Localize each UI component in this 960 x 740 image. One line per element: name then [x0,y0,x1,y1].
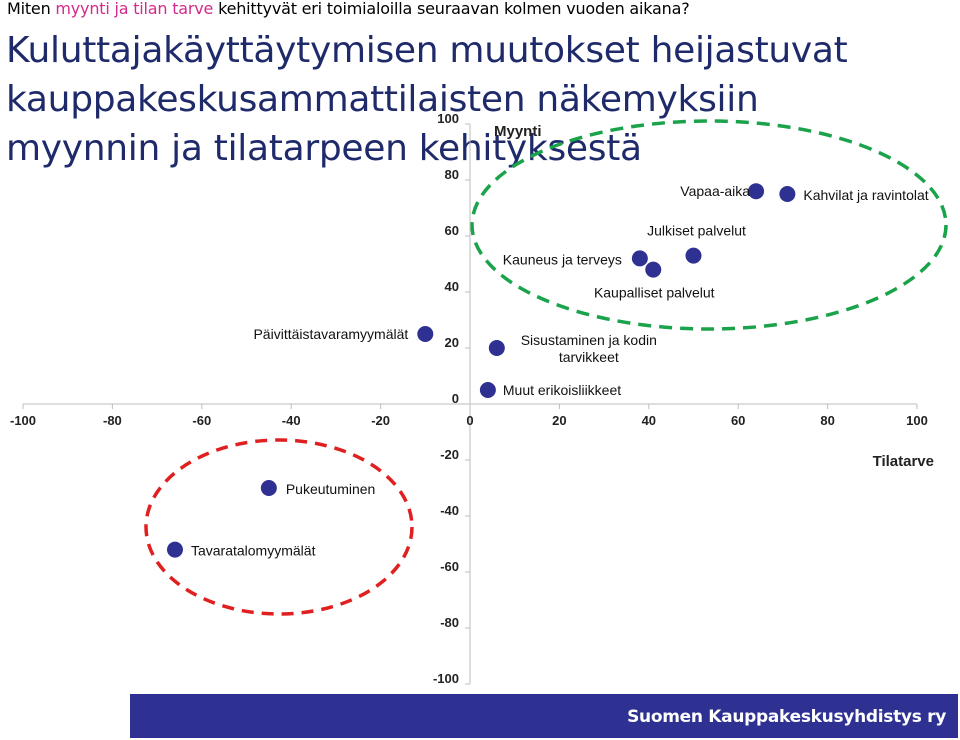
x-tick-label: -20 [371,413,390,428]
y-tick-label: -40 [440,503,459,518]
x-tick-label: -100 [10,413,36,428]
x-tick-label: 20 [552,413,566,428]
x-tick-label: 80 [820,413,834,428]
question-suffix: kehittyvät eri toimialoilla seuraavan ko… [213,0,690,18]
data-point-label: Kahvilat ja ravintolat [803,187,928,203]
footer-bar: Suomen Kauppakeskusyhdistys ry [130,694,958,738]
y-tick-label: 100 [437,111,459,126]
y-tick-label: -100 [433,671,459,686]
y-tick-label: -20 [440,447,459,462]
data-point [166,541,183,558]
question-prefix: Miten [7,0,56,18]
data-point [631,250,648,267]
data-point-label: Muut erikoisliikkeet [503,382,621,398]
question-text: Miten myynti ja tilan tarve kehittyvät e… [7,0,690,18]
y-tick-label: -60 [440,559,459,574]
data-point-label: Tavaratalomyymälät [191,543,316,559]
question-highlight: myynti ja tilan tarve [55,0,214,18]
x-axis-title: Tilatarve [873,453,934,470]
y-tick-label: 20 [445,335,459,350]
growth-group-ellipse [470,119,948,331]
x-tick-label: 40 [642,413,656,428]
data-point-label: Kauneus ja terveys [503,251,622,267]
decline-group-ellipse [144,438,414,616]
data-point-label: Vapaa-aika [680,183,750,199]
x-tick-label: -40 [282,413,301,428]
data-point-label: Päivittäistavaramyymälät [253,326,408,342]
x-tick-label: 100 [906,413,928,428]
y-tick-label: 40 [445,279,459,294]
x-tick-label: 0 [466,413,473,428]
y-tick-label: 0 [452,391,459,406]
data-point [479,382,496,398]
y-axis-title: Myynti [494,123,542,140]
data-point [417,326,434,342]
data-point [488,340,505,356]
data-point-label: Kaupalliset palvelut [594,285,715,301]
data-point [748,183,765,200]
data-point [260,480,277,496]
data-point [685,247,702,264]
data-point-label: Pukeutuminen [286,481,376,497]
y-tick-label: 60 [445,223,459,238]
data-point [779,186,796,202]
data-point-label: Sisustaminen ja kodin tarvikkeet [521,332,657,365]
x-tick-label: -60 [192,413,211,428]
x-tick-label: -80 [103,413,122,428]
data-point-label: Julkiset palvelut [647,223,746,239]
headline: Kuluttajakäyttäytymisen muutokset heijas… [6,30,848,169]
data-point [645,261,662,278]
x-tick-label: 60 [731,413,745,428]
footer-text: Suomen Kauppakeskusyhdistys ry [627,707,946,727]
y-tick-label: -80 [440,615,459,630]
y-tick-label: 80 [445,167,459,182]
